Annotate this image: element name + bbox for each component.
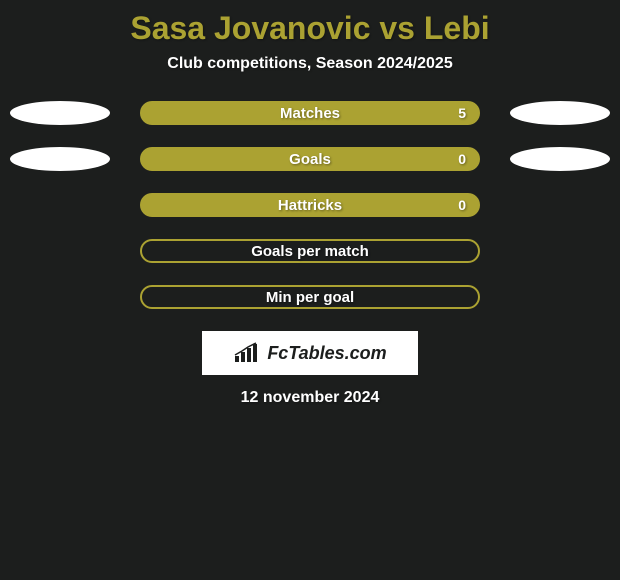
bars-icon [233, 342, 261, 364]
stat-value-right: 5 [458, 105, 466, 121]
comparison-infographic: Sasa Jovanovic vs Lebi Club competitions… [0, 0, 620, 580]
stat-bar: Goals 0 [140, 147, 480, 171]
stat-label: Goals [289, 151, 331, 168]
stat-row: Matches 5 [0, 101, 620, 125]
stat-row: Goals 0 [0, 147, 620, 171]
page-subtitle: Club competitions, Season 2024/2025 [0, 55, 620, 101]
player-ellipse-left [10, 101, 110, 125]
page-title: Sasa Jovanovic vs Lebi [0, 0, 620, 55]
stat-label: Hattricks [278, 197, 342, 214]
stat-row: Hattricks 0 [0, 193, 620, 217]
player-ellipse-right [510, 101, 610, 125]
stat-value-right: 0 [458, 197, 466, 213]
stat-row: Min per goal [0, 285, 620, 309]
stat-label: Goals per match [251, 243, 369, 260]
stat-rows: Matches 5 Goals 0 Hattricks 0 Goals per match M… [0, 101, 620, 309]
logo-box: FcTables.com [202, 331, 418, 375]
player-ellipse-right [510, 147, 610, 171]
stat-value-right: 0 [458, 151, 466, 167]
stat-bar: Goals per match [140, 239, 480, 263]
stat-bar: Matches 5 [140, 101, 480, 125]
stat-row: Goals per match [0, 239, 620, 263]
logo-text: FcTables.com [267, 343, 386, 364]
stat-bar: Min per goal [140, 285, 480, 309]
stat-bar: Hattricks 0 [140, 193, 480, 217]
logo: FcTables.com [233, 342, 386, 364]
stat-label: Matches [280, 105, 340, 122]
stat-label: Min per goal [266, 289, 354, 306]
footer-date: 12 november 2024 [0, 389, 620, 407]
player-ellipse-left [10, 147, 110, 171]
